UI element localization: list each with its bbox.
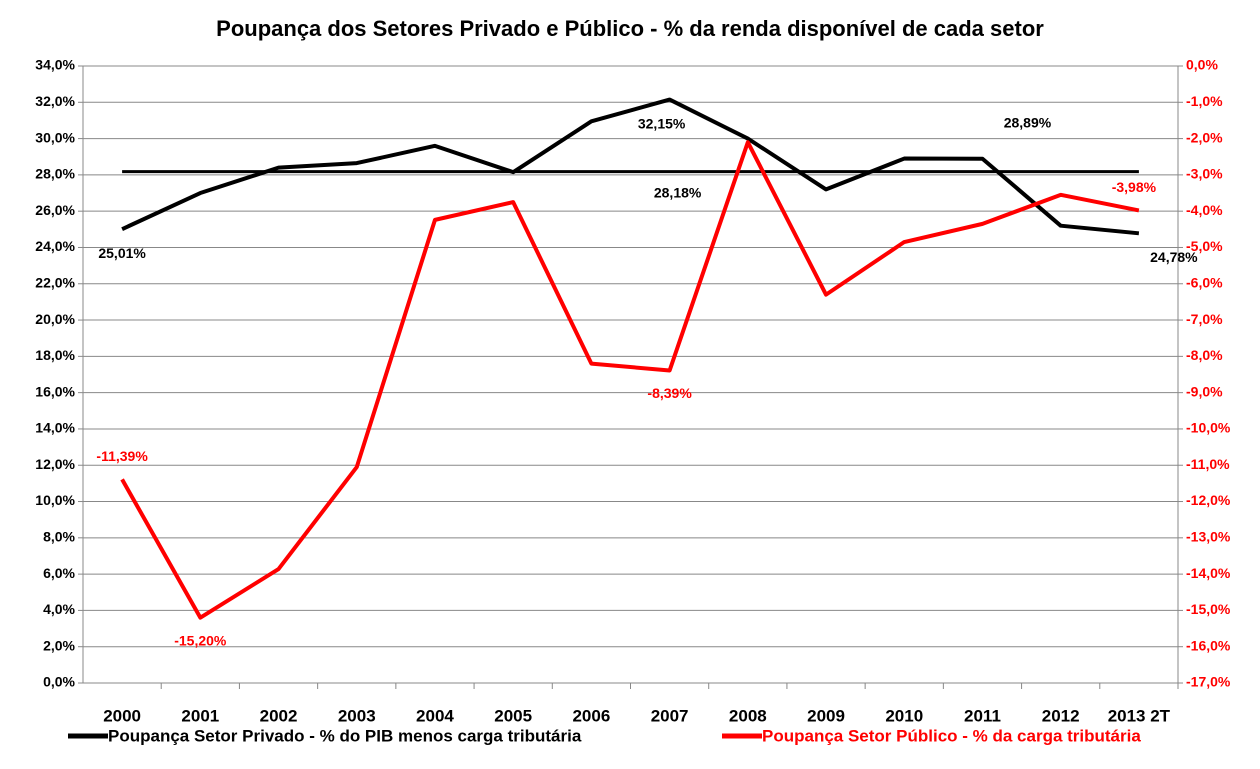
y2-tick-label: -5,0% xyxy=(1186,238,1223,254)
y-tick-label: 12,0% xyxy=(35,456,75,472)
x-tick-label: 2009 xyxy=(807,706,845,725)
x-tick-label: 2004 xyxy=(416,706,454,725)
y-tick-label: 22,0% xyxy=(35,274,75,290)
data-label: -3,98% xyxy=(1112,179,1157,195)
y2-tick-label: -16,0% xyxy=(1186,637,1231,653)
y2-tick-label: -11,0% xyxy=(1186,456,1230,472)
y-tick-label: 14,0% xyxy=(35,420,75,436)
y2-tick-label: -14,0% xyxy=(1186,565,1231,581)
y-tick-label: 6,0% xyxy=(43,565,75,581)
series-line xyxy=(121,97,1140,236)
y2-tick-label: -2,0% xyxy=(1186,129,1223,145)
x-tick-label: 2002 xyxy=(260,706,298,725)
y2-tick-label: -15,0% xyxy=(1186,601,1231,617)
y-tick-label: 2,0% xyxy=(43,637,75,653)
data-label: -11,39% xyxy=(96,448,148,464)
x-tick-label: 2012 xyxy=(1042,706,1080,725)
data-label: -15,20% xyxy=(174,632,227,648)
y2-tick-label: -12,0% xyxy=(1186,492,1231,508)
y-tick-label: 4,0% xyxy=(43,601,75,617)
y-tick-label: 8,0% xyxy=(43,529,75,545)
y-tick-label: 16,0% xyxy=(35,383,75,399)
y-tick-label: 34,0% xyxy=(35,57,75,73)
data-label: -8,39% xyxy=(647,385,692,401)
y2-tick-label: -3,0% xyxy=(1186,166,1223,182)
reference-label: 28,18% xyxy=(654,184,702,200)
y2-tick-label: -9,0% xyxy=(1186,383,1223,399)
y-tick-label: 30,0% xyxy=(35,129,75,145)
data-label: 25,01% xyxy=(98,245,146,261)
data-label: 32,15% xyxy=(638,115,686,131)
x-tick-label: 2008 xyxy=(729,706,767,725)
y-tick-label: 20,0% xyxy=(35,311,75,327)
y2-tick-label: -1,0% xyxy=(1186,93,1223,109)
y2-tick-label: -7,0% xyxy=(1186,311,1223,327)
x-tick-label: 2003 xyxy=(338,706,376,725)
y2-tick-label: -8,0% xyxy=(1186,347,1223,363)
y2-tick-label: -4,0% xyxy=(1186,202,1223,218)
data-label: 28,89% xyxy=(1004,114,1052,130)
x-tick-label: 2007 xyxy=(651,706,689,725)
x-tick-label: 2011 xyxy=(964,706,1001,725)
y-tick-label: 10,0% xyxy=(35,492,75,508)
y2-tick-label: -17,0% xyxy=(1186,674,1231,690)
legend-label: Poupança Setor Público - % da carga trib… xyxy=(762,726,1141,745)
y-tick-label: 24,0% xyxy=(35,238,75,254)
y-tick-label: 32,0% xyxy=(35,93,75,109)
series-line xyxy=(120,140,1140,620)
chart-title: Poupança dos Setores Privado e Público -… xyxy=(216,16,1044,41)
legend-label: Poupança Setor Privado - % do PIB menos … xyxy=(108,726,582,745)
y2-tick-label: -13,0% xyxy=(1186,529,1231,545)
x-tick-label: 2005 xyxy=(494,706,532,725)
x-tick-label: 2006 xyxy=(572,706,610,725)
y-tick-label: 26,0% xyxy=(35,202,75,218)
y-tick-label: 18,0% xyxy=(35,347,75,363)
y-tick-label: 0,0% xyxy=(43,674,75,690)
x-tick-label: 2013 2T xyxy=(1108,706,1171,725)
y2-tick-label: -10,0% xyxy=(1186,420,1231,436)
y2-tick-label: -6,0% xyxy=(1186,274,1223,290)
x-tick-label: 2001 xyxy=(181,706,219,725)
y2-tick-label: 0,0% xyxy=(1186,57,1218,73)
data-label: 24,78% xyxy=(1150,249,1198,265)
x-tick-label: 2010 xyxy=(885,706,923,725)
x-tick-label: 2000 xyxy=(103,706,141,725)
y-tick-label: 28,0% xyxy=(35,166,75,182)
